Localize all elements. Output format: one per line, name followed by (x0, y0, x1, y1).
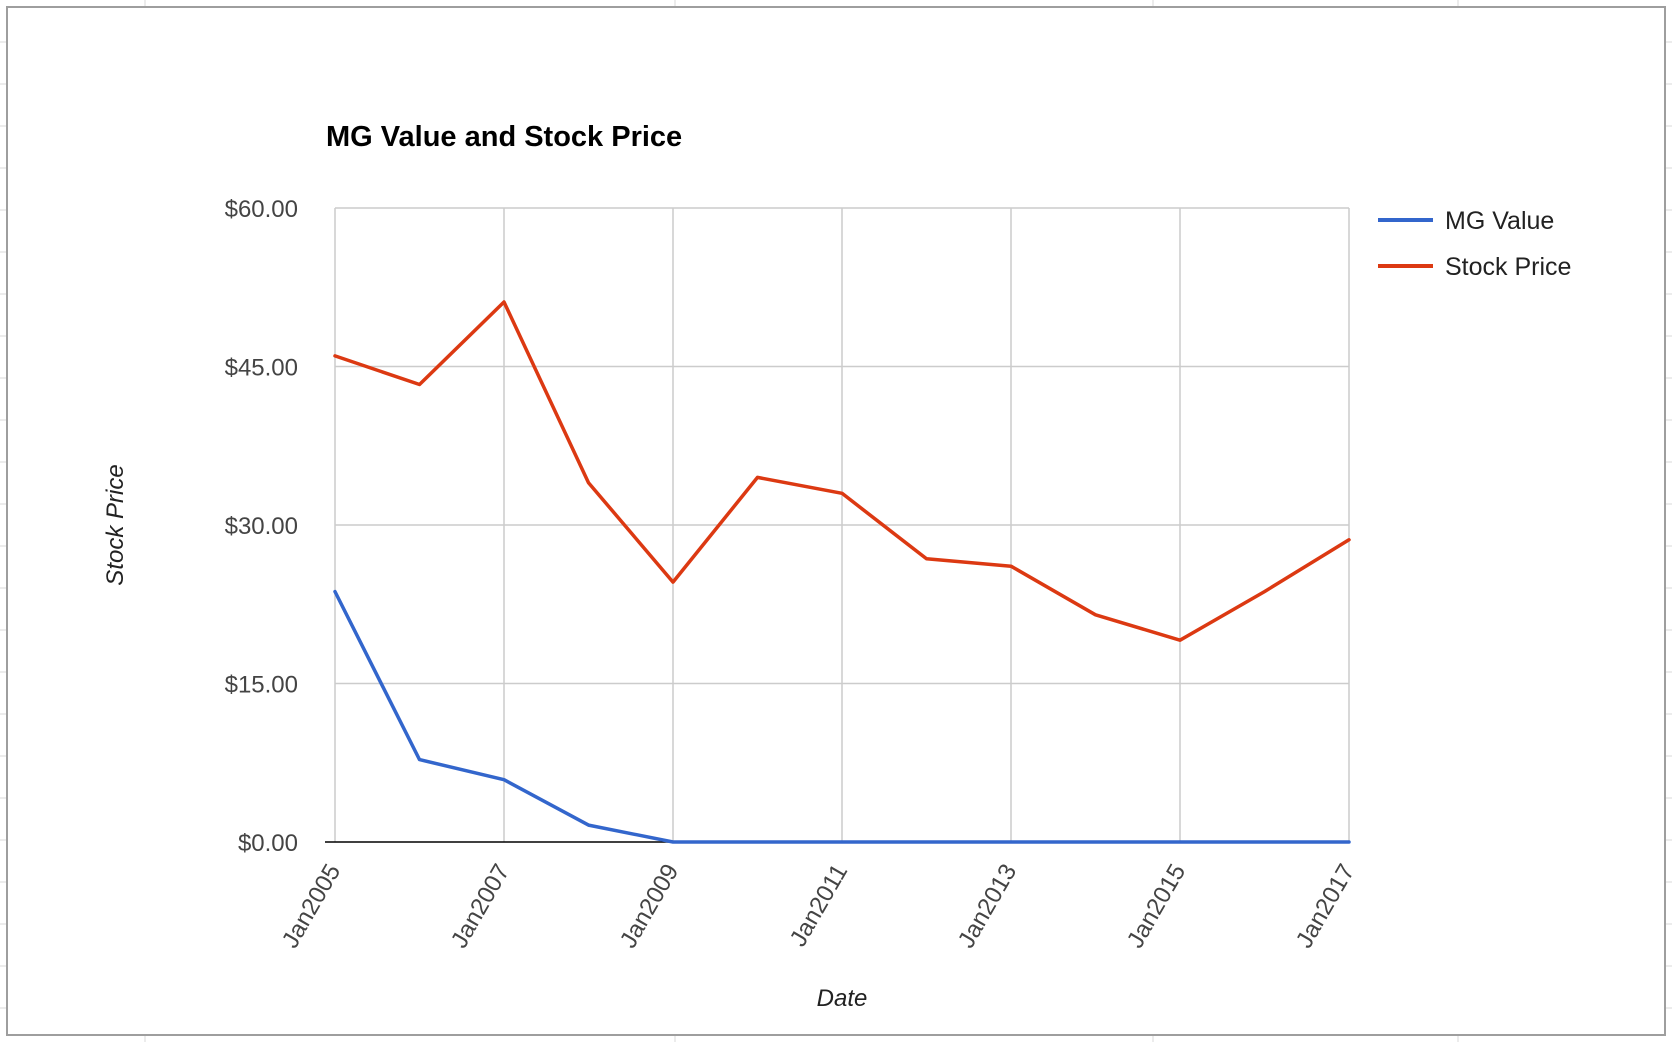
x-tick-label: Jan2015 (1122, 860, 1191, 953)
x-tick-label: Jan2007 (446, 860, 515, 953)
series-line-mg-value (333, 589, 1351, 844)
x-tick-label: Jan2017 (1291, 860, 1360, 953)
y-tick-label: $30.00 (225, 513, 298, 540)
x-tick-label: Jan2005 (277, 860, 346, 953)
y-tick-label: $0.00 (238, 830, 298, 857)
y-tick-label: $60.00 (225, 196, 298, 223)
series-line-stock-price (333, 300, 1351, 642)
y-axis-ticks: $0.00 $15.00 $30.00 $45.00 $60.00 (225, 196, 298, 857)
chart-container[interactable]: MG Value and Stock Price $0.00 $15.00 $30.… (6, 6, 1666, 1036)
y-tick-label: $45.00 (225, 355, 298, 382)
x-axis-title: Date (817, 985, 868, 1012)
gridlines (325, 207, 1350, 843)
x-tick-label: Jan2013 (953, 860, 1022, 953)
y-axis-title: Stock Price (102, 464, 129, 585)
legend: MG Value Stock Price (1378, 207, 1571, 281)
line-chart: MG Value and Stock Price $0.00 $15.00 $30.… (102, 121, 1571, 1012)
series-lines (333, 300, 1351, 844)
x-tick-label: Jan2011 (785, 860, 854, 952)
y-tick-label: $15.00 (225, 672, 298, 699)
legend-label: Stock Price (1445, 253, 1571, 281)
x-tick-label: Jan2009 (615, 860, 684, 953)
legend-label: MG Value (1445, 207, 1554, 235)
chart-title: MG Value and Stock Price (326, 121, 682, 153)
x-axis-ticks: Jan2005 Jan2007 Jan2009 Jan2011 Jan2013 Jan20… (277, 860, 1360, 953)
